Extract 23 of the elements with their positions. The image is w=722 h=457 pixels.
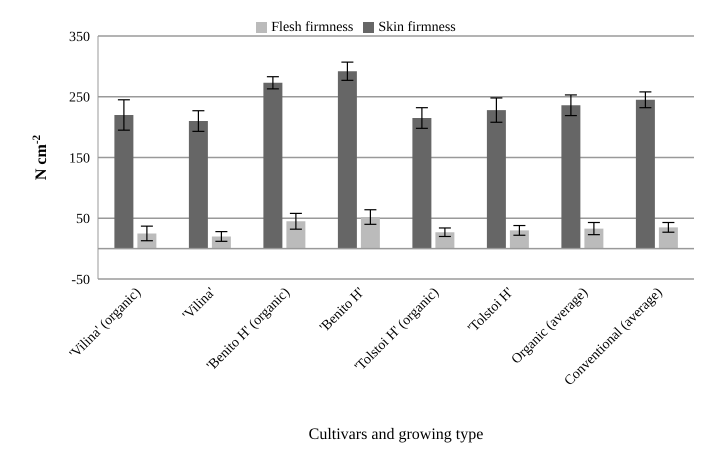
- y-tick-label: 150: [69, 151, 90, 166]
- bar: [435, 232, 454, 249]
- y-tick-label: 250: [69, 90, 90, 106]
- bar: [486, 110, 506, 249]
- bar: [360, 217, 380, 249]
- legend-label: Flesh firmness: [271, 20, 354, 35]
- bar: [658, 227, 678, 249]
- y-tick-label: -50: [71, 272, 90, 288]
- bar: [114, 114, 134, 249]
- y-tick-label: 350: [69, 30, 90, 45]
- legend-label: Skin firmness: [378, 20, 456, 35]
- bar: [263, 82, 282, 249]
- bar: [338, 71, 357, 249]
- bar: [412, 118, 432, 249]
- bar: [286, 221, 306, 249]
- bar: [188, 121, 208, 249]
- bar: [510, 230, 529, 249]
- x-axis-title: Cultivars and growing type: [308, 426, 484, 443]
- bar: [137, 233, 156, 249]
- bar: [561, 105, 580, 249]
- bar: [584, 228, 604, 249]
- bar: [636, 100, 655, 249]
- y-tick-label: 50: [76, 212, 90, 228]
